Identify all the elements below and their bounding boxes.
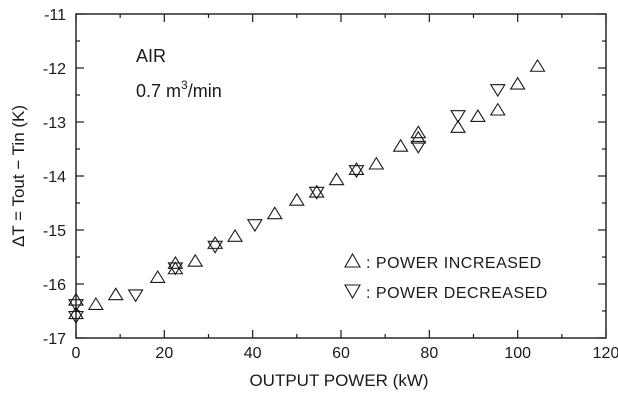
y-tick-label: -16 [43,277,66,294]
data-point-increased [308,184,325,198]
data-point-increased [328,172,345,186]
data-point-increased [207,235,224,249]
data-point-decreased [127,289,144,303]
y-tick-label: -12 [43,61,66,78]
x-tick-label: 0 [72,345,81,362]
data-point-increased [469,109,486,123]
data-point-increased [87,296,104,310]
x-tick-label: 20 [155,345,173,362]
legend-label-decreased: : POWER DECREASED [366,285,548,302]
data-point-decreased [489,84,506,98]
y-tick-label: -14 [43,169,66,186]
tick-labels: 0 20 40 60 80 100 120 -17 -16 -15 -14 -13 -12 -11 [43,7,618,362]
annotation-flow: 0.7 m3/min [136,78,222,101]
x-tick-label: 80 [420,345,438,362]
legend: : POWER INCREASED : POWER DECREASED [344,252,548,302]
data-point-increased [368,156,385,170]
data-point-decreased [450,110,467,124]
y-tick-label: -15 [43,223,66,240]
data-point-increased [348,161,365,175]
data-point-increased [392,138,409,152]
y-tick-label: -11 [44,7,66,24]
annotation-flow-unit: /min [188,81,222,101]
tick-marks [75,13,607,339]
data-point-increased [266,206,283,220]
data-point-decreased [348,165,365,179]
x-tick-label: 100 [504,345,531,362]
data-point-decreased [207,240,224,254]
legend-label-increased: : POWER INCREASED [366,255,542,272]
annotation-flow-sup: 3 [181,78,188,92]
annotation-flow-value: 0.7 m [136,81,181,101]
data-point-increased [450,119,467,133]
x-tick-label: 60 [332,345,350,362]
data-point-decreased [68,310,84,324]
y-tick-label: -13 [43,115,66,132]
data-point-decreased [246,219,263,233]
data-point-increased [187,253,204,267]
data-point-increased [288,192,305,206]
x-tick-label: 120 [593,345,618,362]
data-point-increased [529,58,546,72]
data-markers [68,58,546,324]
data-point-increased [68,306,84,320]
y-tick-label: -17 [43,331,66,348]
legend-marker-decreased [344,284,361,300]
data-point-decreased [68,299,84,313]
data-point-decreased [410,140,427,154]
data-point-increased [489,102,506,116]
data-point-increased [509,76,526,90]
x-axis-title: OUTPUT POWER (kW) [249,371,428,390]
data-point-decreased [167,262,184,276]
data-point-decreased [308,186,325,200]
legend-marker-increased [344,252,361,268]
data-point-increased [227,228,243,242]
data-point-increased [410,125,427,139]
data-point-increased [149,269,166,283]
annotation-gas: AIR [136,46,166,66]
y-axis-title: ΔT = Tout − Tin (K) [9,105,28,247]
x-tick-label: 40 [244,345,262,362]
data-point-increased [107,287,124,301]
